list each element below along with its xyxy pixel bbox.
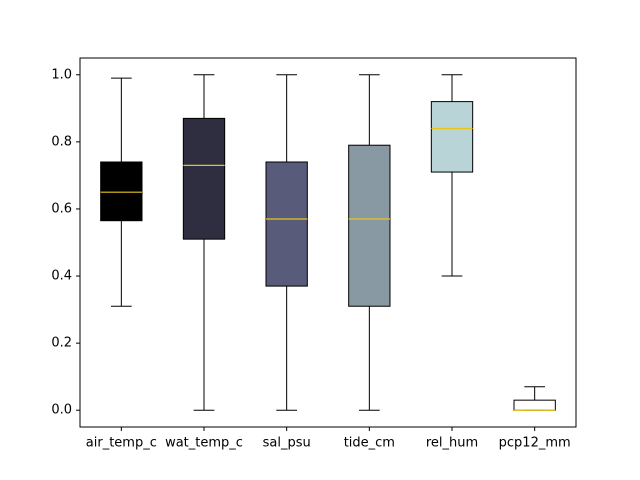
box	[513, 399, 556, 411]
box	[430, 101, 474, 173]
box	[182, 117, 226, 240]
x-tick-label: air_temp_c	[86, 436, 157, 451]
x-tick-label: rel_hum	[426, 436, 478, 451]
y-tick-label: 0.2	[51, 336, 72, 351]
x-tick-label: tide_cm	[344, 436, 395, 451]
x-tick-label: sal_psu	[263, 436, 311, 451]
box	[265, 161, 308, 287]
y-tick-label: 0.4	[51, 269, 72, 284]
box	[100, 161, 143, 222]
y-tick-label: 1.0	[51, 67, 72, 82]
y-tick-label: 0.8	[51, 134, 72, 149]
y-tick-label: 0.0	[51, 403, 72, 418]
y-tick-label: 0.6	[51, 201, 72, 216]
plot-frame	[79, 57, 577, 428]
x-tick-label: wat_temp_c	[165, 436, 243, 451]
box	[348, 144, 391, 307]
x-tick-label: pcp12_mm	[499, 436, 571, 451]
